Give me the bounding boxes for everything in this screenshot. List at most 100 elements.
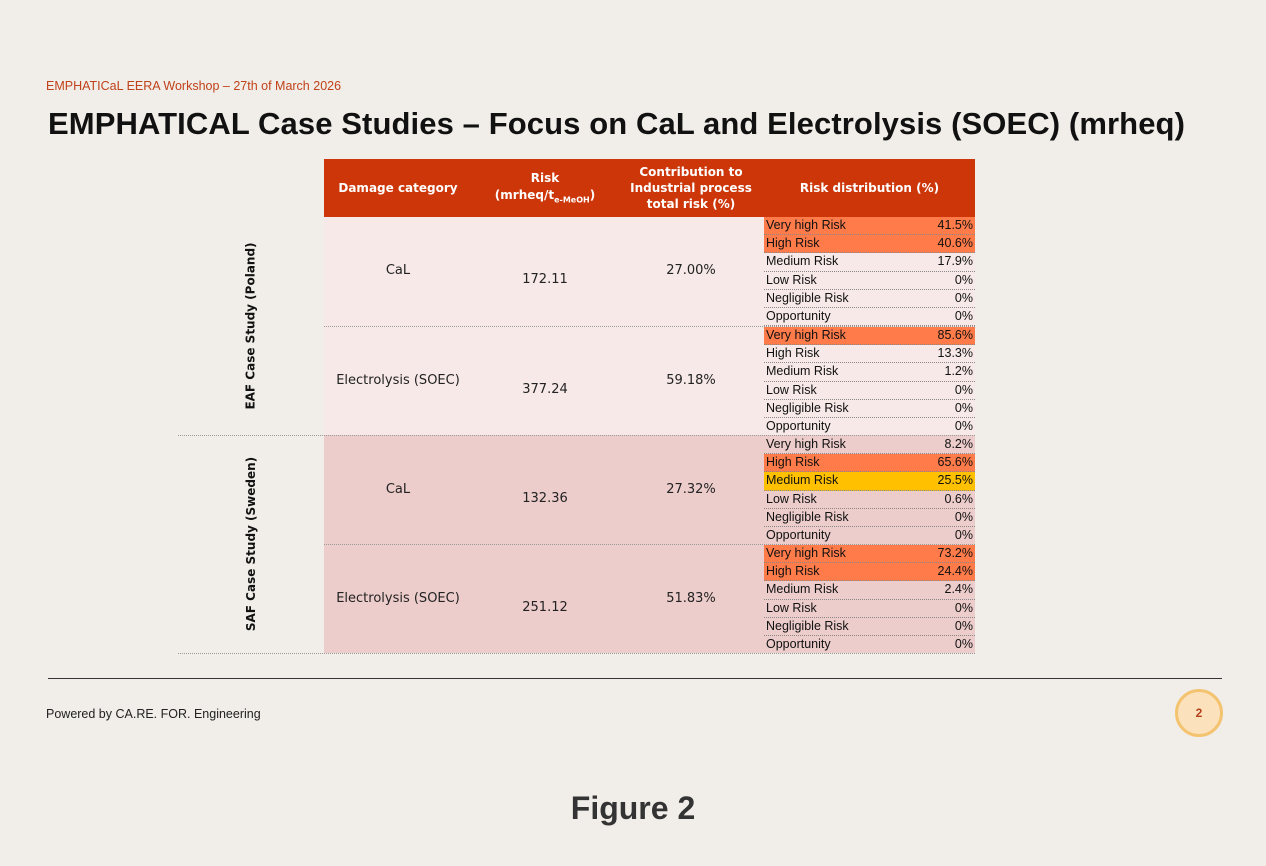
risk-distribution-list: Very high Risk 85.6% High Risk 13.3% Medium … <box>764 327 975 437</box>
risk-level-label: High Risk <box>766 455 820 470</box>
risk-distribution-list: Very high Risk 41.5% High Risk 40.6% Medium … <box>764 217 975 327</box>
process-risk-value: 132.36 <box>522 491 568 506</box>
process-row: Electrolysis (SOEC) 251.12 51.83% Very high… <box>324 544 975 655</box>
risk-distribution-row: Opportunity 0% <box>764 418 975 437</box>
risk-level-value: 85.6% <box>937 328 973 342</box>
case-study-label: SAF Case Study (Sweden) <box>178 435 324 653</box>
risk-level-label: Very high Risk <box>766 218 846 232</box>
risk-level-value: 0% <box>954 618 973 633</box>
header-risk: Risk (mrheq/te-MeOH) <box>472 159 618 217</box>
process-name: CaL <box>385 482 411 497</box>
case-study-group: SAF Case Study (Sweden) CaL 132.36 27.32% Ve… <box>178 435 975 655</box>
risk-distribution-row: Very high Risk 85.6% <box>764 327 975 346</box>
header-risk-subscript: e-MeOH <box>554 194 590 204</box>
process-risk-value: 172.11 <box>522 272 568 287</box>
risk-level-value: 0.6% <box>944 491 974 506</box>
risk-level-value: 41.5% <box>937 218 973 232</box>
process-name: CaL <box>385 263 411 278</box>
process-name: Electrolysis (SOEC) <box>336 373 460 388</box>
risk-level-value: 1.2% <box>944 364 974 379</box>
process-contribution-value: 51.83% <box>666 591 716 606</box>
header-distribution: Risk distribution (%) <box>764 159 975 217</box>
risk-level-value: 0% <box>954 636 973 651</box>
risk-level-label: Medium Risk <box>766 364 839 379</box>
process-name: Electrolysis (SOEC) <box>336 591 460 606</box>
risk-level-label: Negligible Risk <box>766 509 849 524</box>
header-damage-category-label: Damage category <box>338 180 458 195</box>
risk-level-label: Negligible Risk <box>766 618 849 633</box>
risk-distribution-row: Very high Risk 73.2% <box>764 545 975 564</box>
risk-level-label: Low Risk <box>766 491 817 506</box>
case-study-label: EAF Case Study (Poland) <box>178 217 324 435</box>
risk-distribution-row: High Risk 65.6% <box>764 454 975 473</box>
risk-table: Damage category Risk (mrheq/te-MeOH) Con… <box>178 159 975 655</box>
risk-level-value: 0% <box>954 272 973 287</box>
risk-level-label: Negligible Risk <box>766 400 849 415</box>
risk-level-value: 24.4% <box>937 564 973 579</box>
risk-level-value: 0% <box>954 382 973 397</box>
risk-distribution-row: Low Risk 0.6% <box>764 491 975 509</box>
group-separator <box>178 653 975 654</box>
process-row: CaL 172.11 27.00% Very high Risk 41.5% High R… <box>324 217 975 327</box>
risk-distribution-row: High Risk 40.6% <box>764 235 975 254</box>
risk-distribution-row: Opportunity 0% <box>764 308 975 327</box>
risk-level-value: 65.6% <box>937 455 973 470</box>
risk-distribution-row: Opportunity 0% <box>764 527 975 546</box>
risk-distribution-row: Low Risk 0% <box>764 382 975 400</box>
risk-level-label: Opportunity <box>766 418 831 433</box>
risk-distribution-list: Very high Risk 73.2% High Risk 24.4% Medium … <box>764 545 975 655</box>
case-study-label-text: EAF Case Study (Poland) <box>244 242 258 410</box>
risk-level-value: 0% <box>954 290 973 305</box>
header-risk-line2: (mrheq/t <box>494 187 555 202</box>
risk-level-label: High Risk <box>766 564 820 579</box>
header-distribution-label: Risk distribution (%) <box>799 180 940 195</box>
header-contribution-line1: Contribution to <box>639 164 743 179</box>
risk-level-value: 0% <box>954 400 973 415</box>
risk-level-label: Very high Risk <box>766 437 846 451</box>
header-contribution: Contribution to Industrial process total… <box>618 159 764 217</box>
process-risk-value: 251.12 <box>522 600 568 615</box>
risk-distribution-row: Low Risk 0% <box>764 600 975 618</box>
risk-level-label: Medium Risk <box>766 582 839 597</box>
slide-title: EMPHATICAL Case Studies – Focus on CaL a… <box>48 106 1186 141</box>
risk-level-label: Low Risk <box>766 272 817 287</box>
workshop-label: EMPHATICaL EERA Workshop – 27th of March… <box>46 79 342 93</box>
header-risk-close: ) <box>589 187 596 202</box>
risk-level-value: 73.2% <box>937 546 973 560</box>
risk-distribution-row: Medium Risk 17.9% <box>764 253 975 272</box>
risk-distribution-row: Medium Risk 2.4% <box>764 581 975 600</box>
risk-level-value: 13.3% <box>937 346 973 361</box>
risk-level-value: 0% <box>954 308 973 323</box>
risk-level-value: 40.6% <box>937 236 973 251</box>
risk-distribution-row: Negligible Risk 0% <box>764 400 975 418</box>
process-contribution-value: 27.00% <box>666 263 716 278</box>
case-study-label-text: SAF Case Study (Sweden) <box>244 456 259 632</box>
header-risk-line1: Risk <box>530 171 560 186</box>
risk-level-value: 25.5% <box>937 473 973 488</box>
risk-level-label: Low Risk <box>766 382 817 397</box>
risk-level-label: Low Risk <box>766 600 817 615</box>
risk-level-value: 17.9% <box>937 254 973 269</box>
risk-distribution-row: Negligible Risk 0% <box>764 509 975 527</box>
risk-level-label: Negligible Risk <box>766 290 849 305</box>
risk-level-label: High Risk <box>766 236 820 251</box>
risk-distribution-list: Very high Risk 8.2% High Risk 65.6% Medium R… <box>764 436 975 546</box>
risk-level-label: Opportunity <box>766 527 831 542</box>
risk-level-value: 0% <box>954 509 973 524</box>
risk-level-value: 8.2% <box>944 437 974 451</box>
risk-level-label: Medium Risk <box>766 254 839 269</box>
risk-distribution-row: Negligible Risk 0% <box>764 290 975 308</box>
risk-level-value: 0% <box>954 527 973 542</box>
header-contribution-line3: total risk (%) <box>646 197 736 212</box>
risk-level-label: Opportunity <box>766 636 831 651</box>
header-contribution-line2: Industrial process <box>630 180 752 195</box>
process-contribution-value: 59.18% <box>666 373 716 388</box>
risk-level-label: High Risk <box>766 346 820 361</box>
process-row: Electrolysis (SOEC) 377.24 59.18% Very high… <box>324 326 975 437</box>
risk-level-value: 0% <box>954 418 973 433</box>
footer-powered-by: Powered by CA.RE. FOR. Engineering <box>46 707 261 721</box>
risk-distribution-row: Negligible Risk 0% <box>764 618 975 636</box>
risk-level-label: Very high Risk <box>766 546 846 560</box>
risk-level-label: Opportunity <box>766 308 831 323</box>
risk-level-value: 0% <box>954 600 973 615</box>
